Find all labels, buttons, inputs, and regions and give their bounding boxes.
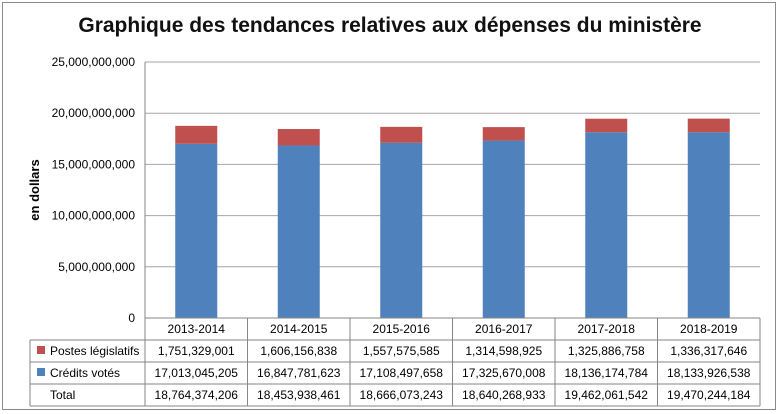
x-tick-label: 2015-2016 — [373, 322, 431, 336]
bar-postes-legislatifs — [482, 127, 525, 141]
x-tick-label: 2013-2014 — [168, 322, 226, 336]
data-label-credits-votes: 17,108,497,658 — [360, 366, 444, 380]
x-tick-label: 2018-2019 — [680, 322, 738, 336]
data-label-credits-votes: 17,013,045,205 — [155, 366, 239, 380]
bar-credits-votes — [482, 140, 525, 318]
data-label-credits-votes: 18,136,174,784 — [565, 366, 649, 380]
y-tick-label: 15,000,000,000 — [52, 157, 136, 171]
bar-postes-legislatifs — [585, 118, 628, 133]
data-label-postes-legislatifs: 1,336,317,646 — [670, 344, 747, 358]
legend-key-postes-legislatifs — [37, 346, 45, 354]
y-tick-label: 0 — [128, 311, 135, 325]
data-label-postes-legislatifs: 1,606,156,838 — [260, 344, 337, 358]
y-tick-label: 20,000,000,000 — [52, 106, 136, 120]
data-label-total: 18,666,073,243 — [360, 388, 444, 402]
x-tick-label: 2014-2015 — [270, 322, 328, 336]
data-label-postes-legislatifs: 1,325,886,758 — [568, 344, 645, 358]
data-label-total: 18,453,938,461 — [257, 388, 341, 402]
bar-credits-votes — [277, 145, 320, 318]
bar-credits-votes — [175, 143, 218, 318]
data-label-postes-legislatifs: 1,557,575,585 — [363, 344, 440, 358]
bar-credits-votes — [380, 142, 423, 318]
data-label-total: 18,640,268,933 — [462, 388, 546, 402]
data-label-credits-votes: 18,133,926,538 — [667, 366, 751, 380]
y-tick-label: 10,000,000,000 — [52, 209, 136, 223]
legend-label-credits-votes: Crédits votés — [50, 366, 120, 380]
legend-label-postes-legislatifs: Postes législatifs — [50, 344, 139, 358]
bar-postes-legislatifs — [277, 129, 320, 146]
bar-credits-votes — [687, 132, 730, 318]
y-tick-label: 25,000,000,000 — [52, 55, 136, 69]
data-label-total: 19,470,244,184 — [667, 388, 751, 402]
data-label-total: 19,462,061,542 — [565, 388, 649, 402]
data-label-credits-votes: 16,847,781,623 — [257, 366, 341, 380]
data-label-postes-legislatifs: 1,751,329,001 — [158, 344, 235, 358]
legend-key-credits-votes — [37, 368, 45, 376]
row-label-total: Total — [50, 388, 75, 402]
chart-title: Graphique des tendances relatives aux dé… — [78, 14, 702, 37]
bar-postes-legislatifs — [687, 118, 730, 133]
x-tick-label: 2016-2017 — [475, 322, 533, 336]
x-tick-label: 2017-2018 — [578, 322, 636, 336]
data-label-total: 18,764,374,206 — [155, 388, 239, 402]
y-tick-label: 5,000,000,000 — [58, 260, 135, 274]
bar-postes-legislatifs — [175, 125, 218, 144]
bar-postes-legislatifs — [380, 126, 423, 143]
data-label-credits-votes: 17,325,670,008 — [462, 366, 546, 380]
data-label-postes-legislatifs: 1,314,598,925 — [465, 344, 542, 358]
bar-credits-votes — [585, 132, 628, 318]
